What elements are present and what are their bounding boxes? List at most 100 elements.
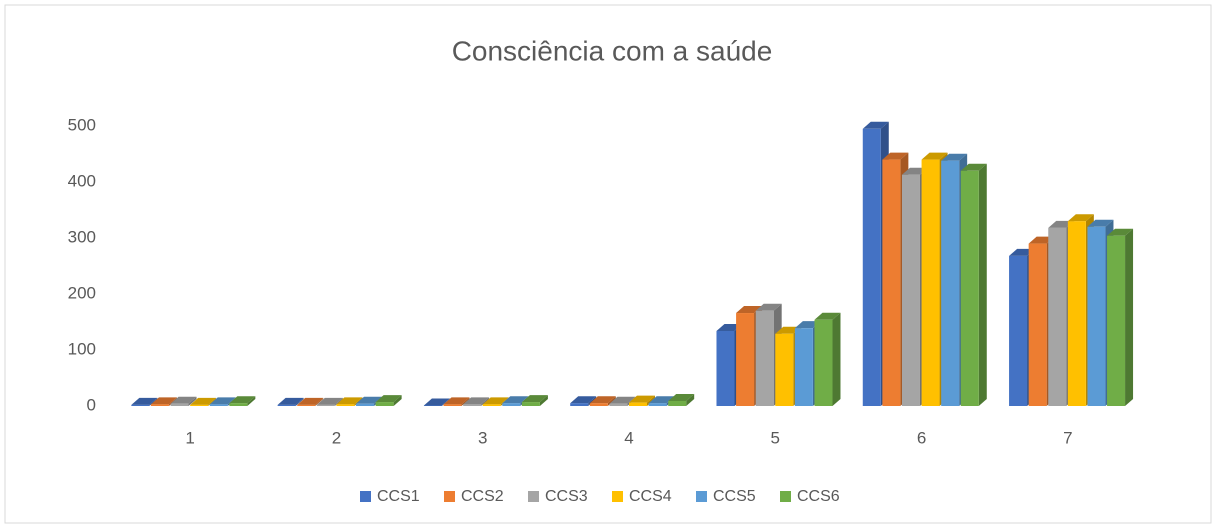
bar-top	[521, 395, 548, 403]
bar-top	[941, 153, 968, 161]
bar	[775, 333, 794, 406]
bar	[794, 328, 813, 406]
bar-top	[609, 396, 636, 404]
bar-side	[208, 397, 217, 406]
y-tick-label: 0	[87, 395, 96, 414]
bar	[423, 405, 442, 406]
bar-top	[190, 397, 217, 405]
bar	[150, 404, 169, 406]
legend-label: CCS5	[713, 488, 756, 505]
bar	[1087, 226, 1106, 406]
bar-top	[755, 303, 782, 311]
bar	[1107, 235, 1126, 406]
bar	[209, 404, 228, 406]
bar	[755, 310, 774, 406]
bar-side	[978, 163, 987, 406]
bar-top	[423, 398, 450, 406]
bar	[570, 403, 589, 406]
bar	[862, 128, 881, 407]
legend-swatch	[360, 491, 371, 502]
bar	[1009, 255, 1028, 406]
bar-side	[149, 397, 158, 406]
bar	[482, 404, 501, 406]
bar-side	[686, 393, 695, 406]
y-tick-label: 500	[68, 115, 96, 134]
legend-label: CCS4	[629, 488, 672, 505]
bar-top	[482, 397, 509, 405]
bar-top	[1107, 228, 1134, 236]
x-tick-label: 3	[478, 428, 487, 447]
bar	[463, 404, 482, 406]
bar-top	[170, 396, 197, 404]
bar	[131, 404, 150, 406]
bar-top	[1067, 214, 1094, 222]
bar	[443, 404, 462, 406]
bar-top	[297, 397, 324, 405]
bar-top	[277, 397, 304, 405]
bar-top	[463, 397, 490, 405]
bar-top	[131, 397, 158, 405]
bar-top	[921, 152, 948, 160]
bar	[668, 400, 687, 406]
bar	[1067, 221, 1086, 406]
legend-label: CCS3	[545, 488, 588, 505]
bar-side	[481, 397, 490, 406]
bar	[882, 159, 901, 406]
bar	[170, 403, 189, 406]
bar-top	[736, 306, 763, 314]
bar-top	[570, 396, 597, 404]
bar-side	[461, 397, 470, 406]
chart-title: Consciência com a saúde	[452, 35, 773, 66]
bar-top	[1048, 220, 1075, 228]
bar-top	[668, 393, 695, 401]
bar	[648, 403, 667, 406]
legend-swatch	[780, 491, 791, 502]
bar	[589, 403, 608, 406]
bar	[229, 403, 248, 406]
legend-label: CCS1	[377, 488, 420, 505]
bar	[629, 402, 647, 406]
bar-top	[375, 395, 402, 403]
bar	[941, 160, 960, 406]
bar-side	[247, 396, 256, 406]
bar-top	[502, 396, 529, 404]
x-tick-label: 6	[917, 428, 926, 447]
bar-side	[188, 396, 197, 406]
bar	[960, 170, 979, 406]
bar-top	[629, 395, 655, 403]
legend-label: CCS6	[797, 488, 840, 505]
bar-side	[539, 395, 548, 406]
bar-top	[336, 397, 363, 405]
bar	[190, 404, 209, 406]
bar	[1028, 243, 1047, 406]
bar-top	[960, 163, 987, 171]
bar-top	[316, 397, 343, 405]
x-tick-label: 5	[771, 428, 780, 447]
bar-side	[393, 395, 402, 406]
bar-top	[862, 121, 889, 129]
bar-top	[356, 396, 383, 404]
legend-label: CCS2	[461, 488, 504, 505]
bar	[716, 330, 735, 406]
bar-side	[1125, 228, 1134, 406]
bar-top	[794, 321, 821, 329]
bar-top	[229, 396, 256, 404]
bar-top	[1009, 248, 1036, 256]
bar	[521, 402, 540, 406]
x-tick-label: 4	[624, 428, 633, 447]
legend-swatch	[696, 491, 707, 502]
legend-swatch	[612, 491, 623, 502]
bar-top	[716, 323, 743, 331]
bar-top	[901, 167, 928, 175]
bar-top	[589, 396, 616, 404]
y-tick-label: 200	[68, 283, 96, 302]
bar	[736, 313, 755, 406]
bar-top	[775, 326, 802, 334]
bar	[1048, 227, 1067, 406]
bar	[316, 404, 335, 406]
bar-top	[1087, 219, 1114, 227]
bar	[336, 404, 355, 406]
bar-top	[443, 397, 470, 405]
bar	[277, 404, 296, 406]
bar-top	[882, 152, 909, 160]
